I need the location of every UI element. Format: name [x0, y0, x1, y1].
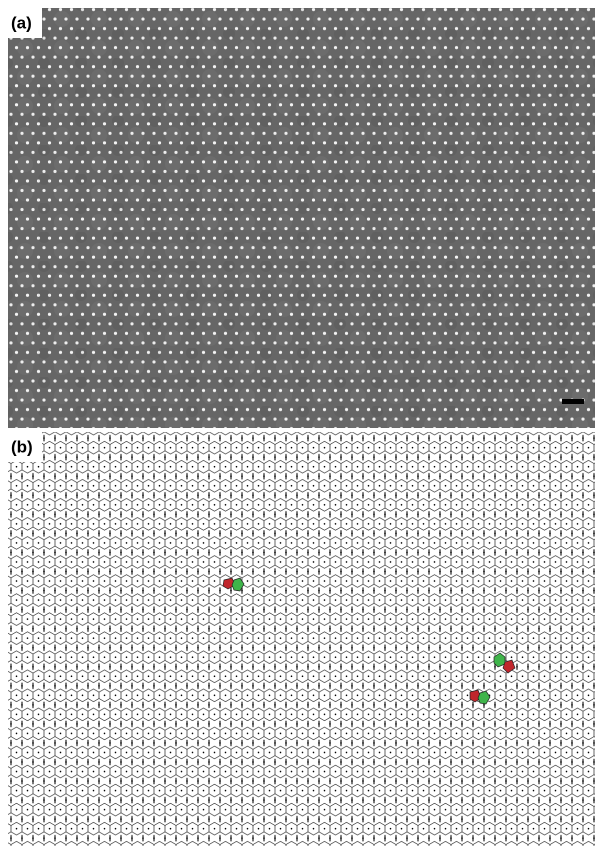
figure: (a) (b)	[0, 0, 595, 846]
panel-a: (a)	[8, 8, 595, 428]
panel-b: (b)	[8, 432, 595, 846]
sem-texture	[8, 8, 595, 428]
voronoi-diagram	[8, 432, 595, 846]
panel-label: (a)	[11, 13, 32, 32]
panel-label: (b)	[11, 437, 33, 456]
scale-bar	[562, 399, 584, 404]
